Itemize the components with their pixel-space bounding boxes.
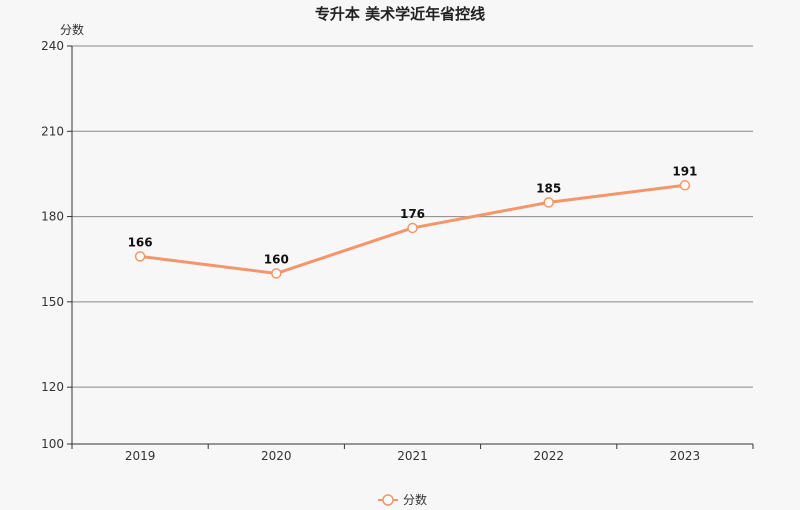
x-tick-label-2023: 2023 [670,449,701,463]
y-tick-label-150: 150 [41,295,64,309]
data-label-2020: 160 [264,252,289,266]
x-tick-label-2020: 2020 [261,449,292,463]
legend-marker-icon [382,494,394,506]
y-tick-label-120: 120 [41,380,64,394]
data-point-2022[interactable] [543,197,554,208]
data-labels: 166 160 176 185 191 [128,164,698,266]
y-tick-label-210: 210 [41,124,64,138]
chart-title: 专升本 美术学近年省控线 [315,5,485,23]
x-tick-label-2019: 2019 [125,449,156,463]
data-point-2019[interactable] [134,251,146,262]
axes: 100 120 150 180 210 240 2019 2020 2021 2022 2023 [41,39,754,463]
legend[interactable]: 分数 [378,492,427,507]
data-label-2022: 185 [536,181,561,195]
gridlines [72,45,753,388]
legend-label: 分数 [403,492,427,507]
y-axis-title: 分数 [60,22,84,37]
data-point-2023[interactable] [679,180,691,191]
data-label-2023: 191 [672,164,697,178]
series-layer [134,180,691,279]
data-label-2021: 176 [400,207,425,221]
x-tick-label-2021: 2021 [397,449,428,463]
data-point-2020[interactable] [271,268,282,279]
y-tick-label-100: 100 [41,437,64,451]
data-label-2019: 166 [128,235,153,249]
data-point-2021[interactable] [407,222,418,234]
x-tick-label-2022: 2022 [533,449,564,463]
y-tick-label-240: 240 [41,39,64,53]
y-tick-label-180: 180 [41,210,64,224]
